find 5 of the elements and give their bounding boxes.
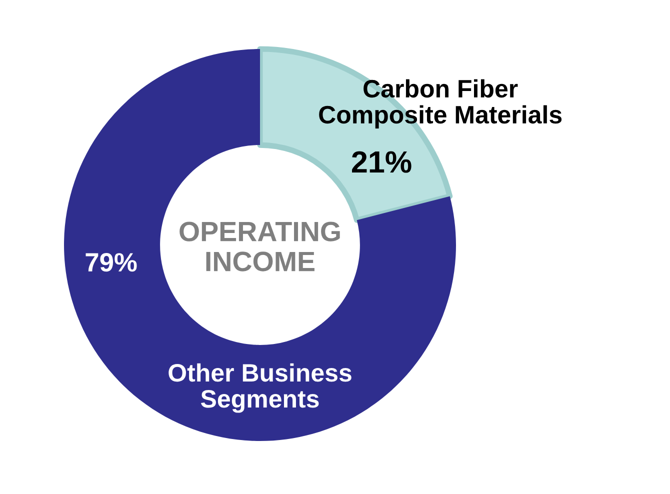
slice-label: Carbon Fiber Composite Materials xyxy=(319,79,562,129)
text: OPERATING INCOME xyxy=(180,222,340,272)
data-label: 21% xyxy=(352,151,412,173)
slice-label: Other Business Segments xyxy=(168,363,352,413)
data-label: 79% xyxy=(86,252,137,272)
